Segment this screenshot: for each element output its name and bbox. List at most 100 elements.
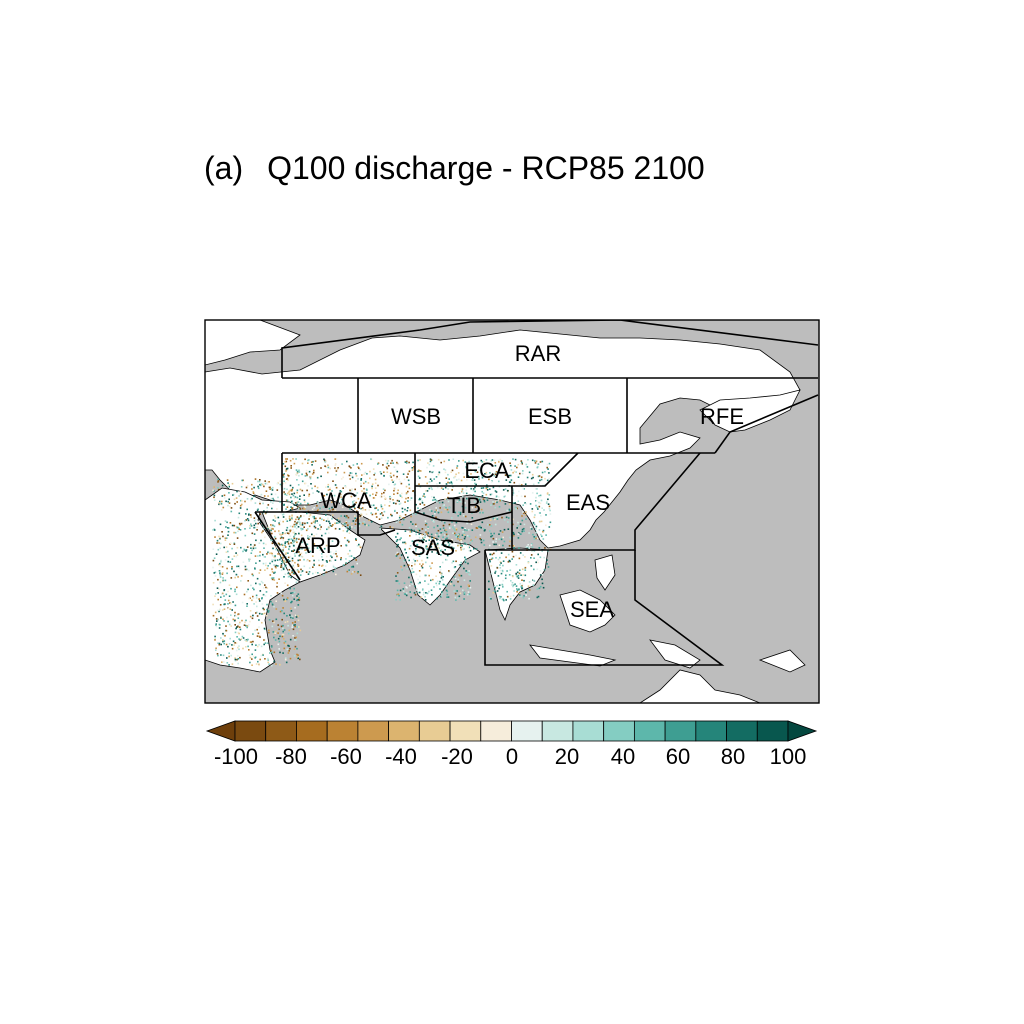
stipple-dot <box>508 503 511 506</box>
stipple-dot <box>508 474 510 477</box>
stipple-dot <box>261 597 263 600</box>
stipple-dot <box>457 535 460 537</box>
stipple-dot <box>527 561 530 564</box>
stipple-dot <box>340 515 342 517</box>
stipple-dot <box>486 499 489 501</box>
stipple-dot <box>420 552 422 554</box>
stipple-dot <box>439 549 442 552</box>
kamchatka-landmass <box>699 389 801 433</box>
stipple-dot <box>378 518 381 520</box>
stipple-dot <box>212 603 214 606</box>
stipple-dot <box>436 532 438 535</box>
stipple-dot <box>254 544 256 546</box>
stipple-dot <box>462 459 464 462</box>
stipple-dot <box>425 540 427 542</box>
stipple-dot <box>498 544 501 547</box>
stipple-dot <box>224 599 227 601</box>
stipple-dot <box>321 556 323 558</box>
stipple-dot <box>293 587 295 590</box>
stipple-dot <box>428 590 430 593</box>
stipple-dot <box>479 534 482 536</box>
stipple-dot <box>446 559 448 561</box>
stipple-dot <box>501 460 503 462</box>
stipple-dot <box>293 535 295 538</box>
stipple-dot <box>293 655 296 657</box>
stipple-dot <box>432 471 434 473</box>
stipple-dot <box>222 506 225 509</box>
stipple-dot <box>526 545 528 548</box>
stipple-dot <box>252 633 254 635</box>
stipple-dot <box>381 512 383 514</box>
stipple-dot <box>219 604 222 606</box>
stipple-dot <box>308 518 310 520</box>
stipple-dot <box>385 459 387 462</box>
stipple-dot <box>239 639 241 641</box>
stipple-dot <box>265 591 268 593</box>
stipple-dot <box>327 489 330 491</box>
stipple-dot <box>218 503 220 506</box>
stipple-dot <box>301 541 304 544</box>
stipple-dot <box>273 579 276 581</box>
stipple-dot <box>513 533 515 536</box>
stipple-dot <box>304 501 306 503</box>
stipple-dot <box>440 549 443 551</box>
stipple-dot <box>282 492 284 495</box>
stipple-dot <box>323 519 325 521</box>
stipple-dot <box>286 492 289 495</box>
stipple-dot <box>295 524 298 526</box>
stipple-dot <box>269 652 271 654</box>
stipple-dot <box>225 546 228 548</box>
stipple-dot <box>327 499 330 502</box>
stipple-dot <box>473 462 475 464</box>
stipple-dot <box>250 552 253 554</box>
stipple-dot <box>435 575 437 577</box>
stipple-dot <box>331 490 333 492</box>
stipple-dot <box>515 554 517 557</box>
stipple-dot <box>370 512 372 514</box>
stipple-dot <box>257 522 259 525</box>
stipple-dot <box>405 586 407 588</box>
stipple-dot <box>283 559 285 562</box>
stipple-dot <box>222 618 224 621</box>
stipple-dot <box>437 547 439 549</box>
stipple-dot <box>433 537 436 539</box>
stipple-dot <box>514 465 516 467</box>
stipple-dot <box>436 542 439 545</box>
stipple-dot <box>345 558 347 560</box>
stipple-dot <box>444 541 447 543</box>
stipple-dot <box>304 506 307 508</box>
stipple-dot <box>480 526 482 529</box>
colorbar-tick-label: -60 <box>330 744 362 769</box>
stipple-dot <box>345 562 347 564</box>
stipple-dot <box>255 582 257 585</box>
stipple-dot <box>325 571 328 574</box>
stipple-dot <box>264 638 266 641</box>
stipple-dot <box>541 573 544 576</box>
stipple-dot <box>319 507 321 510</box>
stipple-dot <box>409 531 412 533</box>
stipple-dot <box>270 524 273 527</box>
stipple-dot <box>296 522 298 524</box>
stipple-dot <box>220 509 223 511</box>
stipple-dot <box>308 470 311 473</box>
stipple-dot <box>395 598 397 601</box>
stipple-dot <box>225 643 228 646</box>
stipple-dot <box>281 635 284 638</box>
stipple-dot <box>281 533 284 535</box>
stipple-dot <box>481 475 483 477</box>
stipple-dot <box>482 528 485 530</box>
eas-south <box>485 452 701 551</box>
stipple-dot <box>257 480 259 483</box>
stipple-dot <box>431 495 433 498</box>
stipple-dot <box>444 508 446 511</box>
stipple-dot <box>301 524 304 526</box>
stipple-dot <box>375 491 378 494</box>
stipple-dot <box>271 569 273 571</box>
stipple-dot <box>387 460 390 462</box>
stipple-dot <box>431 562 433 564</box>
stipple-dot <box>271 542 274 545</box>
stipple-dot <box>352 503 355 506</box>
stipple-dot <box>467 475 470 477</box>
stipple-dot <box>299 545 302 548</box>
stipple-dot <box>475 527 478 529</box>
